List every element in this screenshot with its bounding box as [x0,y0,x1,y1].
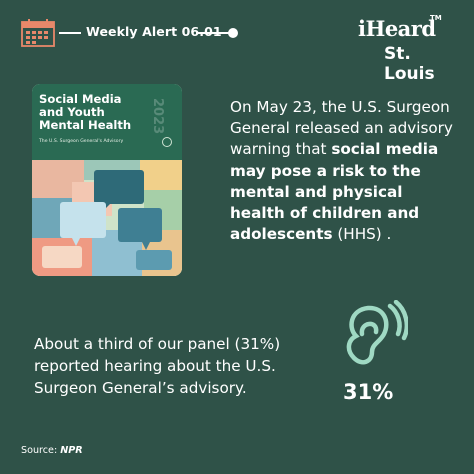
cover-title-line: and Youth [39,105,105,119]
logo-city: St. Louis [384,44,435,84]
advisory-text-part: On May 23, the U.S. Surgeon General rele… [230,98,453,159]
cover-title-line: Social Media [39,92,122,106]
ear-icon [346,300,408,365]
cover-year: 2023 [150,98,165,135]
advisory-cover-image: Social Media and Youth Mental Health The… [32,84,182,276]
cover-title: Social Media and Youth Mental Health [39,93,157,132]
seal-icon [162,137,172,147]
divider-line [196,32,232,34]
source-label: Source: [21,445,61,456]
divider-line [59,32,81,34]
source-credit: Source: NPR [21,445,83,456]
chat-bubbles-illustration [32,160,182,276]
cover-subtitle: The U.S. Surgeon General's Advisory [39,139,124,144]
cover-title-line: Mental Health [39,118,132,132]
panel-result-text: About a third of our panel (31%) reporte… [34,335,281,397]
percentage-value: 31% [343,380,394,404]
cover-header: Social Media and Youth Mental Health The… [32,84,182,160]
header: Weekly Alert 06.01 iHeard TM St. Louis [0,0,474,84]
divider-dot [228,28,238,38]
iheard-logo: iHeard TM St. Louis [356,14,456,84]
advisory-source-ref: (HHS) . [332,225,392,244]
source-name: NPR [60,445,83,456]
alert-title: Weekly Alert 06.01 [86,24,222,39]
advisory-text: On May 23, the U.S. Surgeon General rele… [230,97,460,245]
calendar-icon [21,19,55,47]
logo-name: iHeard [358,16,436,41]
advisory-highlight: social media may pose a risk to the ment… [230,140,439,244]
logo-trademark: TM [430,14,442,22]
